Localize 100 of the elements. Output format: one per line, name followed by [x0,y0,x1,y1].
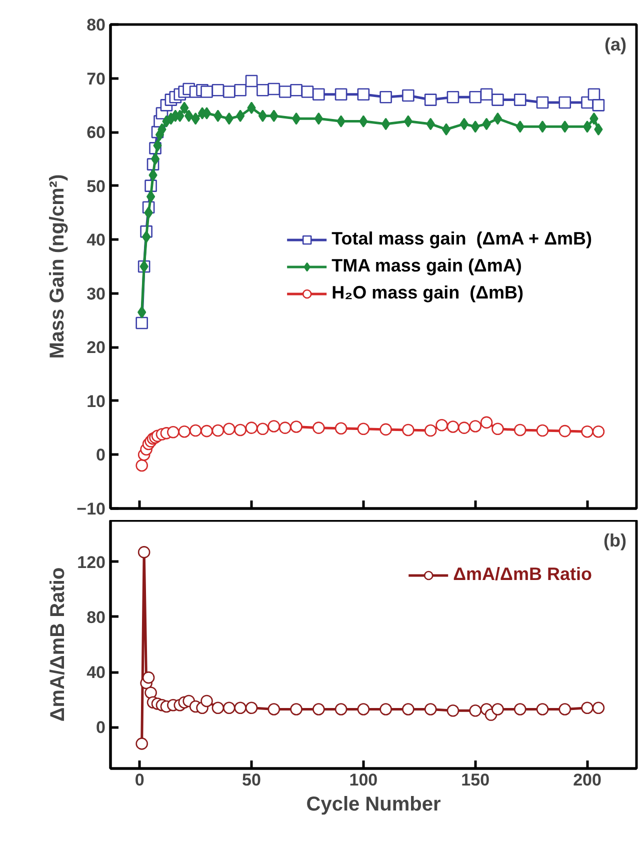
point [290,703,302,716]
y-tick-label: 0 [96,446,106,465]
point [167,426,180,438]
point [471,120,480,133]
point [359,115,368,128]
point [492,422,504,436]
point [536,96,549,109]
point [592,99,605,112]
point [446,420,460,433]
y-tick-label: −10 [76,500,106,518]
point [301,86,314,98]
point [480,88,493,101]
point [278,86,292,98]
legend-label: TMA mass gain (ΔmA) [332,256,522,276]
point [144,206,153,219]
point [312,88,325,101]
point [560,120,570,133]
point [234,424,246,436]
point [336,115,346,128]
point [404,115,413,128]
y-tick-label: 20 [86,338,106,358]
point [234,702,246,714]
point [446,704,460,717]
y-tick-label: 40 [86,663,106,682]
point [334,88,348,101]
point [536,424,549,437]
x-tick-label: 100 [349,770,378,790]
point [514,703,526,716]
annotation: (a) [604,34,627,54]
point [138,306,146,318]
point [536,703,549,716]
point [200,694,213,708]
point [256,422,269,436]
point [514,424,526,436]
point [592,702,605,714]
y-tick-label: 120 [77,552,106,572]
point [268,420,280,432]
point [514,94,526,106]
x-tick-label: 150 [461,770,490,790]
legend-label: ΔmA/ΔmB Ratio [453,564,592,585]
point [469,704,482,717]
point [469,90,482,104]
point [136,738,148,750]
point [558,703,572,716]
point [290,420,302,433]
point [402,89,414,102]
y-tick-label: 60 [86,123,106,142]
point [469,420,482,432]
point [538,120,547,133]
point [436,419,448,432]
point [558,424,572,438]
x-tick-label: 200 [573,770,602,790]
point [582,120,592,133]
point [442,123,451,136]
point [424,424,437,437]
point [268,703,280,716]
point [380,703,392,716]
point [402,424,414,436]
point [200,424,213,438]
y-tick-label: 30 [86,284,106,304]
point [516,120,524,133]
y-tick-label: 80 [86,16,106,34]
point [136,459,148,472]
point [312,703,325,716]
x-tick-label: 50 [242,770,261,790]
legend-label: H₂O mass gain (ΔmB) [332,282,524,304]
point [245,422,258,434]
point [446,90,460,104]
x-tick-label: 0 [134,770,144,790]
point [189,424,202,437]
point [256,84,269,96]
point [144,686,157,699]
point [212,424,224,437]
point [381,118,390,130]
point [312,422,325,434]
point [380,90,392,104]
annotation: (b) [604,530,627,550]
point [136,316,148,330]
legend-label: Total mass gain (ΔmA + ΔmB) [332,228,592,250]
point [357,703,370,716]
y-tick-label: 0 [96,718,106,738]
point [424,94,437,106]
point [278,422,292,434]
point [222,422,236,436]
point [492,94,504,106]
point [334,703,348,716]
point [150,152,160,166]
point [222,702,236,714]
point [424,703,437,716]
point [142,230,151,244]
point [268,82,280,96]
point [458,422,470,434]
point [492,703,504,716]
point [493,112,502,125]
point [222,86,236,98]
y-tick-label: 10 [86,392,106,411]
point [357,422,370,436]
point [138,546,150,558]
point [581,425,594,438]
point [581,702,594,714]
